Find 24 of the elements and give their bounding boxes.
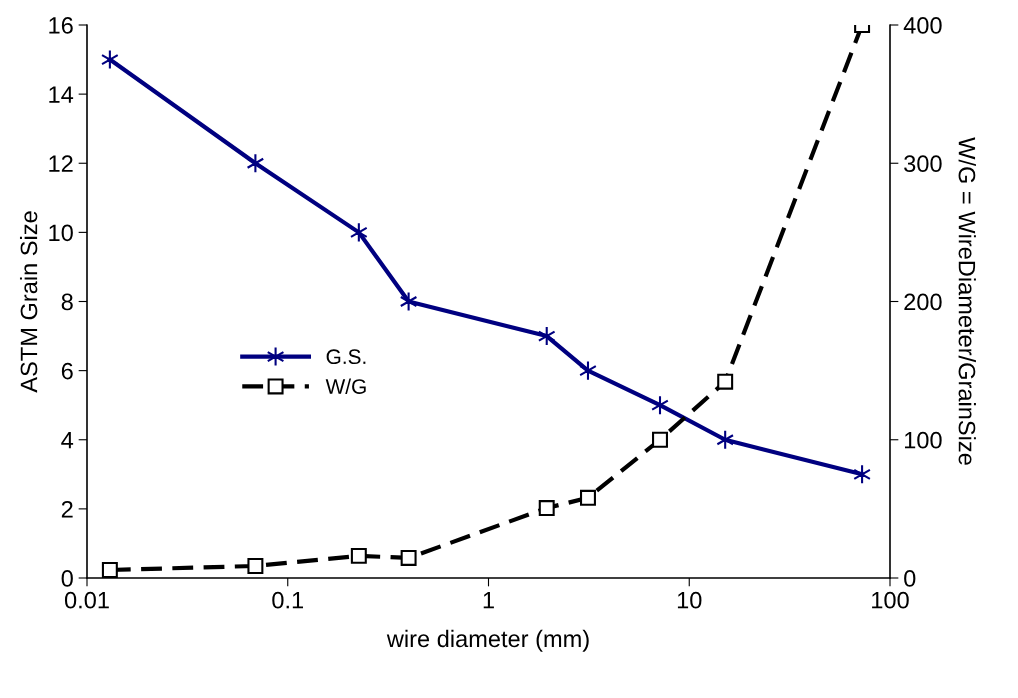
y-tick-label: 12 <box>49 155 73 172</box>
legend-label: G.S. <box>326 349 366 365</box>
y-tick-label: 0 <box>61 570 73 587</box>
y2-tick-label: 0 <box>904 570 916 587</box>
y2-tick-label: 200 <box>904 293 942 311</box>
y2-axis-title: W/G = WireDiameter/GrainSize <box>958 137 976 465</box>
y-tick-label: 2 <box>61 500 73 518</box>
x-axis-title: wire diameter (mm) <box>386 629 589 652</box>
y2-tick-label: 100 <box>904 431 942 449</box>
y-tick-label: 10 <box>49 224 73 242</box>
y2-tick-label: 400 <box>903 17 942 34</box>
y-axis-title: ASTM Grain Size <box>19 211 38 393</box>
x-tick-label: 0.1 <box>272 591 304 609</box>
y-tick-label: 16 <box>49 17 73 34</box>
legend-label: W/G <box>325 378 366 394</box>
x-tick-label: 10 <box>677 591 702 609</box>
x-tick-label: 0.01 <box>64 591 109 609</box>
y-tick-label: 6 <box>61 362 73 380</box>
y2-tick-label: 300 <box>904 155 942 173</box>
y-tick-label: 4 <box>61 432 74 449</box>
y-tick-label: 14 <box>49 86 74 103</box>
x-tick-label: 100 <box>872 591 909 609</box>
x-tick-label: 1 <box>483 592 494 609</box>
y-tick-label: 8 <box>61 293 73 311</box>
